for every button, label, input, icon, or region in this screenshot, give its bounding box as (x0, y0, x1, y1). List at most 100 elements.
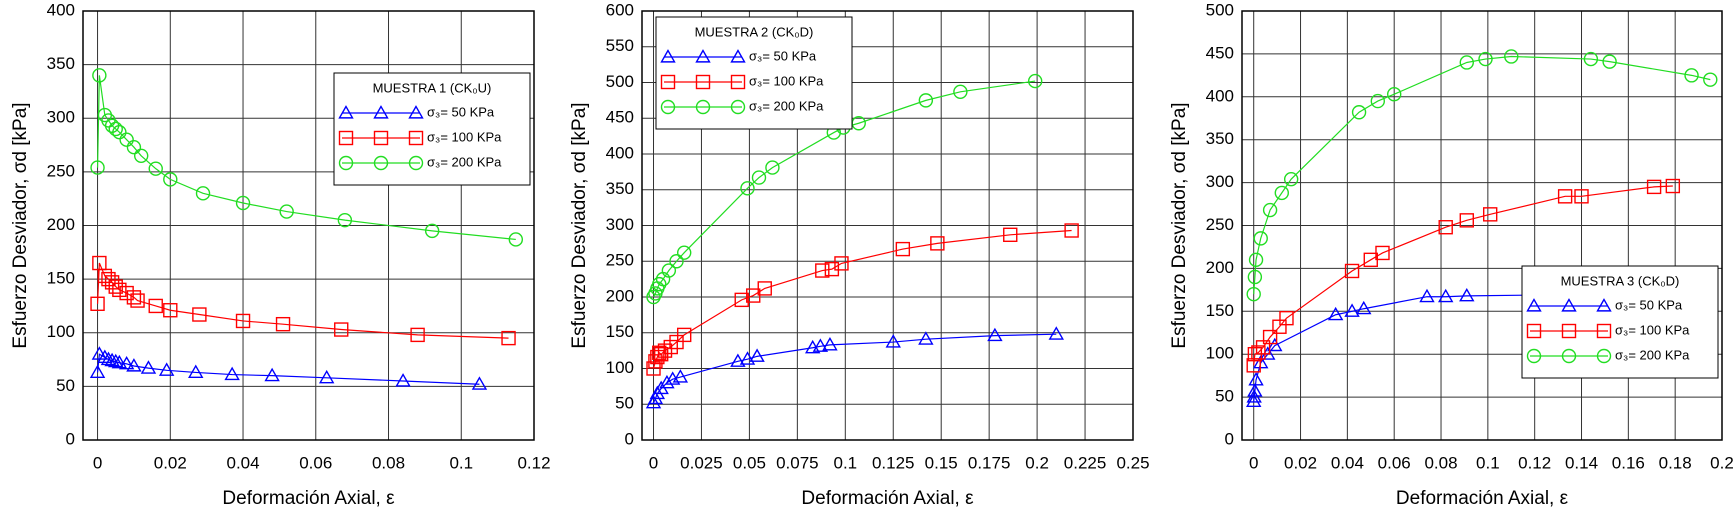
y-tick-label: 250 (606, 251, 634, 270)
data-point (148, 298, 163, 314)
series-line (96, 353, 480, 385)
data-point (1248, 372, 1264, 386)
data-point (158, 362, 175, 376)
data-point (672, 369, 689, 383)
x-tick-label: 0.1 (833, 453, 857, 472)
legend-marker (1596, 323, 1612, 339)
y-tick-label: 450 (606, 108, 634, 127)
data-point (471, 376, 488, 390)
data-point (1703, 72, 1718, 87)
data-point (1478, 51, 1493, 67)
data-point (92, 68, 107, 83)
data-point (90, 160, 105, 175)
legend-title: MUESTRA 2 (CK₀D) (695, 24, 814, 39)
data-point (101, 271, 116, 287)
data-point (410, 327, 425, 343)
legend-marker (1561, 298, 1577, 312)
x-tick-label: 0.075 (776, 453, 819, 472)
y-tick-label: 350 (47, 54, 75, 73)
x-tick-label: 0.1 (449, 453, 473, 472)
legend-title: MUESTRA 3 (CK₀D) (1561, 273, 1680, 288)
plot-frame (82, 10, 535, 441)
legend-marker (695, 49, 711, 63)
data-point (1386, 87, 1402, 102)
y-tick-label: 500 (606, 72, 634, 91)
data-point (676, 245, 692, 260)
y-tick-label: 400 (1206, 86, 1234, 105)
data-point (1370, 93, 1386, 109)
data-point (652, 345, 667, 360)
legend-marker (338, 130, 354, 146)
data-point (337, 212, 353, 228)
data-point (126, 140, 142, 155)
data-point (108, 121, 123, 137)
x-tick-label: 0.1 (1476, 453, 1500, 472)
data-point (953, 84, 968, 99)
data-point (1344, 303, 1360, 317)
data-point (90, 296, 105, 311)
plot-frame (1241, 10, 1723, 441)
data-point (1262, 202, 1278, 218)
legend-title: MUESTRA 1 (CK₀U) (373, 80, 492, 95)
y-tick-label: 0 (625, 429, 634, 448)
data-point (275, 316, 291, 332)
x-tick-label: 0.15 (925, 453, 958, 472)
legend-label: σ₃= 50 KPa (1615, 297, 1683, 312)
data-point (895, 241, 911, 257)
data-point (148, 161, 163, 176)
data-point (1246, 393, 1262, 407)
legend-label: σ₃= 200 KPa (1615, 347, 1690, 362)
data-point (1646, 179, 1662, 195)
data-point (89, 364, 106, 379)
series-line (96, 262, 509, 339)
y-tick-label: 150 (47, 269, 75, 288)
y-tick-label: 50 (615, 394, 634, 413)
data-point (1356, 300, 1372, 315)
data-point (501, 330, 516, 346)
x-tick-label: 0 (1249, 453, 1258, 472)
data-point (987, 327, 1003, 342)
y-tick-label: 0 (1225, 429, 1234, 448)
y-axis-label: Esfuerzo Desviador, σd [kPa] (1169, 102, 1190, 348)
x-tick-label: 0 (649, 453, 658, 472)
x-tick-label: 0.08 (1424, 453, 1457, 472)
data-point (740, 181, 755, 196)
x-tick-label: 0.06 (299, 453, 332, 472)
data-point (1262, 329, 1278, 345)
legend-marker (1526, 348, 1542, 364)
x-axis-label: Deformación Axial, ε (222, 488, 395, 509)
y-tick-label: 50 (1215, 387, 1234, 406)
y-tick-label: 450 (1206, 43, 1234, 62)
data-point (126, 358, 142, 372)
y-tick-label: 200 (606, 286, 634, 305)
y-axis-label: Esfuerzo Desviador, σd [kPa] (569, 102, 590, 348)
x-tick-label: 0.05 (733, 453, 766, 472)
y-axis-label: Esfuerzo Desviador, σd [kPa] (10, 102, 31, 348)
y-tick-label: 350 (1206, 129, 1234, 148)
y-tick-label: 100 (47, 322, 75, 341)
legend-label: σ₃= 100 KPa (427, 129, 502, 144)
data-point (195, 186, 211, 201)
plot-frame (641, 10, 1134, 441)
legend-box (1521, 265, 1719, 379)
y-tick-label: 550 (606, 36, 634, 55)
data-point (264, 367, 280, 382)
legend-marker (373, 105, 389, 119)
legend-marker (338, 155, 354, 171)
x-tick-label: 0.2 (1710, 453, 1734, 472)
x-tick-label: 0.14 (1565, 453, 1598, 472)
series-line (652, 229, 1072, 369)
data-point (1344, 263, 1360, 279)
x-tick-label: 0.16 (1612, 453, 1645, 472)
legend-label: σ₃= 50 KPa (427, 104, 495, 119)
data-point (1583, 51, 1599, 67)
x-tick-label: 0.04 (226, 453, 259, 472)
data-point (140, 360, 157, 374)
y-tick-label: 400 (47, 0, 75, 19)
data-point (1327, 306, 1344, 321)
data-point (508, 232, 524, 247)
legend-marker (730, 74, 746, 90)
data-point (100, 351, 117, 366)
legend-marker (1596, 298, 1612, 312)
